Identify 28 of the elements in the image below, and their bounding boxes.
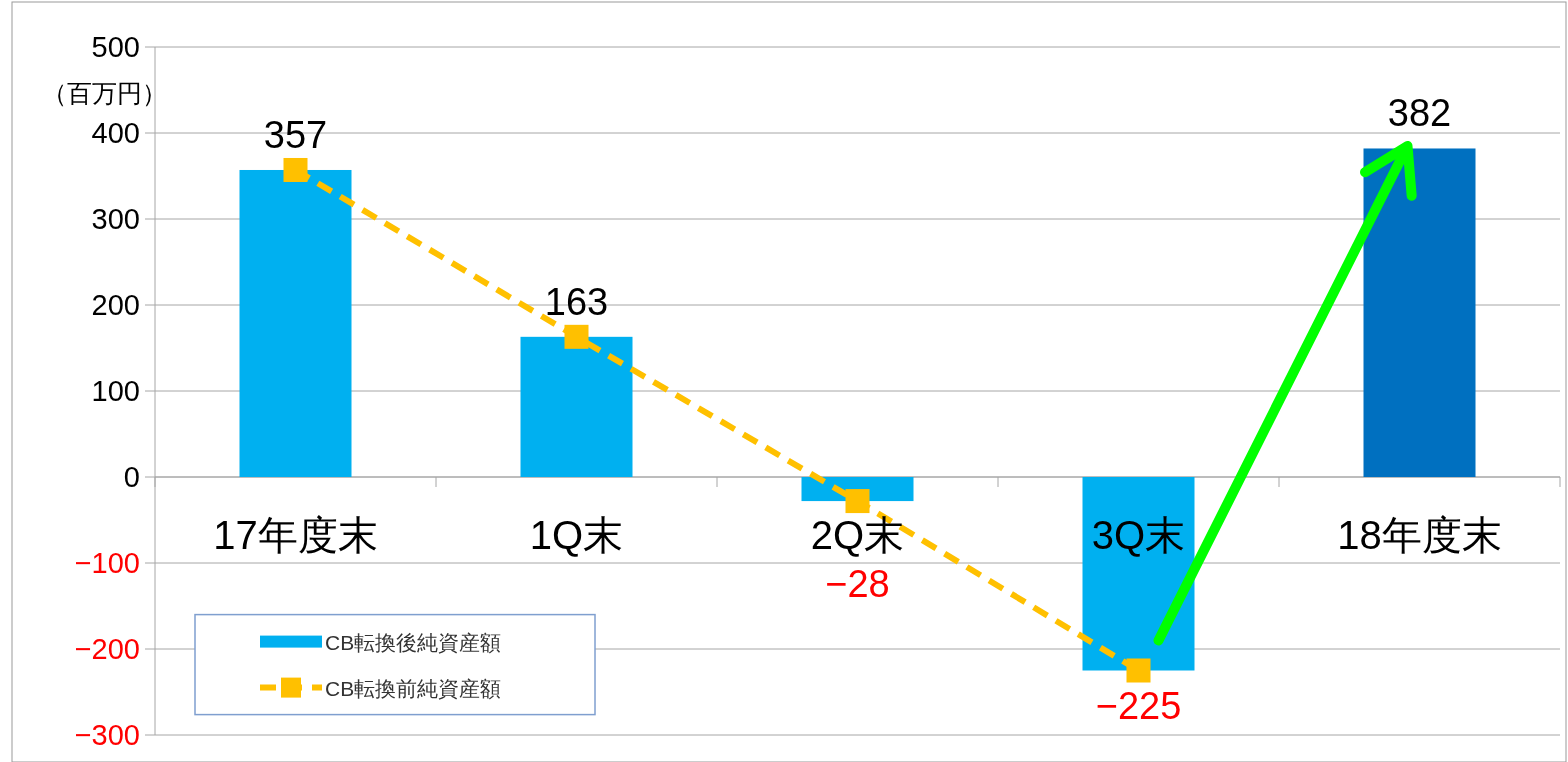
x-tick-label: 17年度末 (213, 513, 378, 557)
y-tick-label: 300 (91, 203, 140, 235)
y-tick-label: −100 (74, 547, 140, 579)
point (283, 157, 308, 182)
x-tick-label: 2Q末 (810, 513, 905, 557)
legend-label: CB転換前純資産額 (325, 676, 502, 700)
y-tick-label: 200 (91, 289, 140, 321)
y-tick-label: 500 (91, 31, 140, 63)
y-tick-label: 0 (123, 461, 140, 493)
data-label: 163 (544, 280, 609, 323)
y-axis-title: （百万円） (42, 79, 167, 107)
point (1126, 658, 1151, 683)
point (564, 324, 589, 349)
data-label: 382 (1387, 92, 1452, 135)
data-label: −225 (1095, 684, 1182, 727)
point (845, 489, 870, 514)
y-tick-label: 400 (91, 117, 140, 149)
bar (520, 336, 633, 477)
bar (239, 169, 352, 477)
x-tick-label: 18年度末 (1337, 513, 1502, 557)
y-tick-label: −300 (74, 719, 140, 751)
legend-label: CB転換後純資産額 (325, 630, 502, 654)
x-tick-label: 3Q末 (1091, 513, 1186, 557)
y-tick-label: −200 (74, 633, 140, 665)
data-label: 357 (263, 113, 328, 156)
x-tick-label: 1Q末 (529, 513, 624, 557)
data-label: −28 (825, 563, 890, 605)
y-tick-label: 100 (91, 375, 140, 407)
